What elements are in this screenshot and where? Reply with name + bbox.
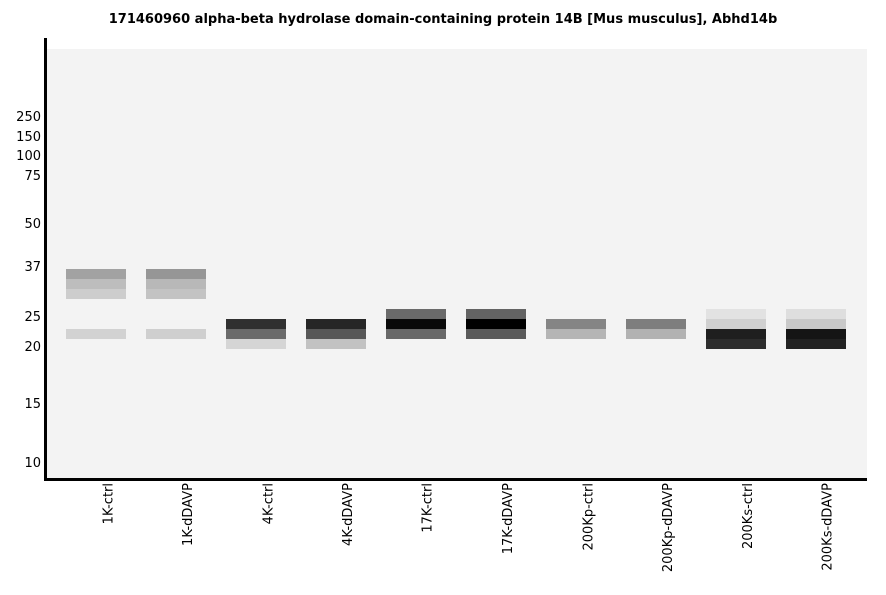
y-tick-label-37: 37 xyxy=(24,260,41,275)
band-strip xyxy=(306,319,366,329)
band-strip xyxy=(66,329,126,339)
chart-title: 171460960 alpha-beta hydrolase domain-co… xyxy=(108,12,778,27)
band-strip xyxy=(66,279,126,289)
band-strip xyxy=(786,339,846,349)
x-tick-label-text: 1K-dDAVP xyxy=(181,483,196,546)
band-strip xyxy=(466,329,526,339)
x-tick-label-text: 200Kp-dDAVP xyxy=(661,483,676,573)
x-tick-label-text: 200Ks-dDAVP xyxy=(821,483,836,571)
band-strip xyxy=(786,329,846,339)
y-tick-label-20: 20 xyxy=(24,340,41,355)
band-strip xyxy=(386,309,446,319)
band-strip xyxy=(546,329,606,339)
band-strip xyxy=(706,309,766,319)
band-strip xyxy=(626,329,686,339)
band-strip xyxy=(386,329,446,339)
band-strip xyxy=(546,319,606,329)
band-strip xyxy=(66,289,126,299)
y-tick-label-150: 150 xyxy=(16,130,41,145)
x-tick-label-text: 17K-ctrl xyxy=(421,483,436,533)
x-tick-label-text: 1K-ctrl xyxy=(101,483,116,525)
band-strip xyxy=(706,329,766,339)
band-strip xyxy=(786,309,846,319)
band-strip xyxy=(146,329,206,339)
y-tick-label-50: 50 xyxy=(24,217,41,232)
y-tick-label-100: 100 xyxy=(16,149,41,164)
band-strip xyxy=(466,319,526,329)
band-strip xyxy=(146,269,206,279)
band-strip xyxy=(786,319,846,329)
x-tick-label-text: 17K-dDAVP xyxy=(501,483,516,555)
y-tick-label-15: 15 xyxy=(24,397,41,412)
band-strip xyxy=(466,309,526,319)
band-strip xyxy=(306,339,366,349)
x-tick-label-text: 200Kp-ctrl xyxy=(581,483,596,551)
band-strip xyxy=(706,319,766,329)
x-tick-label-text: 200Ks-ctrl xyxy=(741,483,756,550)
x-tick-label-text: 4K-ctrl xyxy=(261,483,276,525)
band-strip xyxy=(706,339,766,349)
x-axis-line xyxy=(44,478,867,481)
band-strip xyxy=(226,329,286,339)
y-tick-label-10: 10 xyxy=(24,456,41,471)
y-tick-label-250: 250 xyxy=(16,110,41,125)
band-strip xyxy=(226,339,286,349)
band-strip xyxy=(146,279,206,289)
band-strip xyxy=(226,319,286,329)
y-tick-label-75: 75 xyxy=(24,169,41,184)
y-axis-line xyxy=(44,38,47,481)
band-strip xyxy=(306,329,366,339)
band-strip xyxy=(66,269,126,279)
x-tick-label-text: 4K-dDAVP xyxy=(341,483,356,546)
band-strip xyxy=(146,289,206,299)
y-tick-label-25: 25 xyxy=(24,310,41,325)
band-strip xyxy=(386,319,446,329)
gel-plot-area xyxy=(47,49,867,478)
band-strip xyxy=(626,319,686,329)
